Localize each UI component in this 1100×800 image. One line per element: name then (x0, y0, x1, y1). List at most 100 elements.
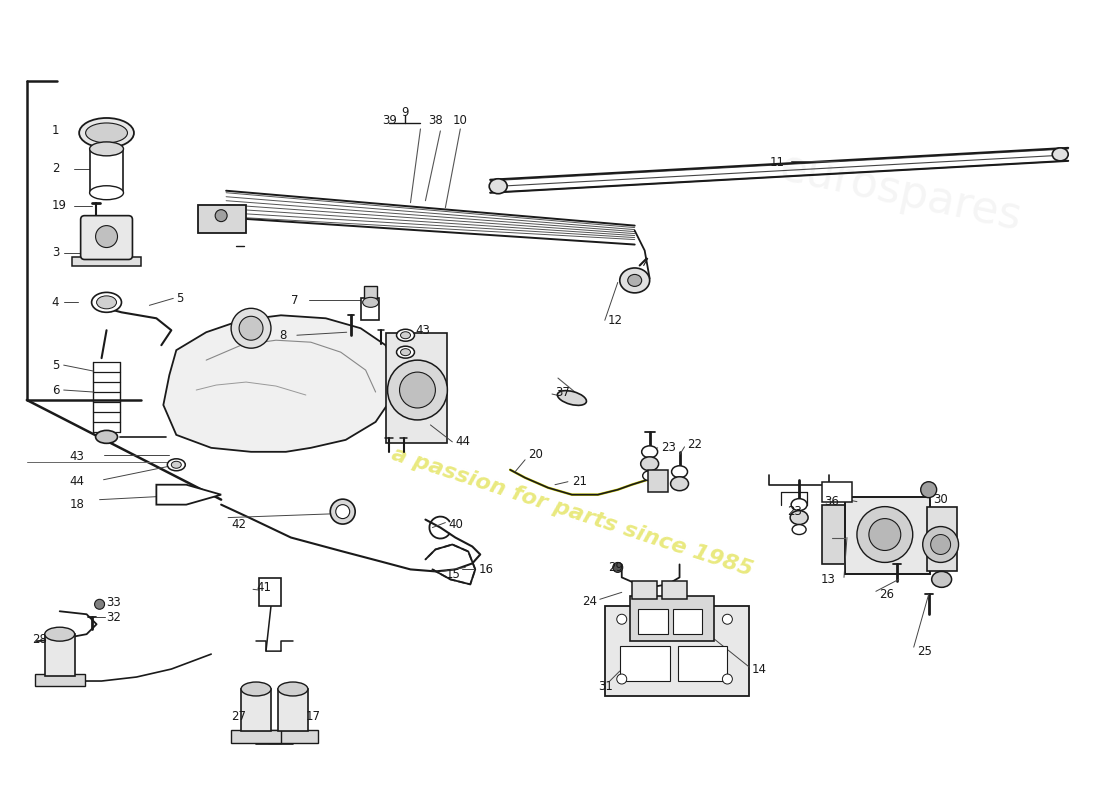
Polygon shape (163, 315, 396, 452)
Ellipse shape (640, 457, 659, 470)
Text: 23: 23 (788, 505, 802, 518)
Circle shape (869, 518, 901, 550)
Ellipse shape (1053, 148, 1068, 161)
Text: 7: 7 (290, 294, 298, 307)
Text: eurospares: eurospares (776, 146, 1026, 239)
Text: 12: 12 (608, 314, 623, 326)
Bar (629, 596, 714, 641)
Ellipse shape (167, 458, 185, 470)
Text: 44: 44 (69, 475, 85, 488)
Text: 5: 5 (52, 358, 59, 372)
Ellipse shape (400, 349, 410, 356)
Circle shape (617, 614, 627, 624)
Ellipse shape (791, 498, 807, 510)
Bar (268, 730, 318, 743)
Text: 3: 3 (52, 246, 59, 259)
Circle shape (95, 599, 104, 610)
Text: 28: 28 (32, 633, 46, 646)
Text: 14: 14 (751, 662, 767, 675)
Bar (89, 149, 123, 193)
Text: 38: 38 (428, 114, 443, 127)
Ellipse shape (330, 499, 355, 524)
Bar (661, 582, 686, 599)
Text: 5: 5 (176, 292, 184, 305)
Ellipse shape (642, 470, 657, 481)
Text: 26: 26 (879, 588, 894, 601)
Text: 4: 4 (52, 296, 59, 309)
Ellipse shape (45, 627, 75, 641)
Bar (605, 606, 749, 696)
Ellipse shape (400, 332, 410, 338)
Bar (361, 298, 378, 320)
Text: 17: 17 (306, 710, 321, 723)
Bar (638, 610, 668, 634)
Bar (258, 578, 280, 606)
Text: 31: 31 (597, 681, 613, 694)
Ellipse shape (628, 274, 641, 286)
Circle shape (96, 226, 118, 247)
Ellipse shape (79, 118, 134, 148)
Ellipse shape (558, 390, 586, 406)
Bar (845, 497, 930, 574)
Text: 15: 15 (446, 568, 460, 581)
Text: 21: 21 (572, 475, 587, 488)
Text: 27: 27 (231, 710, 246, 723)
Bar (278, 689, 308, 731)
Circle shape (399, 372, 436, 408)
Text: 22: 22 (688, 438, 703, 451)
Circle shape (923, 526, 958, 562)
Ellipse shape (396, 330, 415, 342)
Circle shape (723, 674, 733, 684)
Text: 9: 9 (400, 106, 408, 119)
Text: 8: 8 (279, 329, 286, 342)
Circle shape (231, 308, 271, 348)
Text: 32: 32 (107, 610, 121, 624)
Ellipse shape (241, 682, 271, 696)
Text: a passion for parts since 1985: a passion for parts since 1985 (388, 443, 755, 580)
Circle shape (857, 506, 913, 562)
Ellipse shape (619, 268, 650, 293)
Text: 25: 25 (916, 645, 932, 658)
Ellipse shape (490, 178, 507, 194)
FancyBboxPatch shape (80, 216, 132, 259)
Text: 2: 2 (52, 162, 59, 175)
Bar (822, 505, 847, 565)
Text: 1: 1 (52, 125, 59, 138)
Text: 42: 42 (231, 518, 246, 531)
Bar (72, 257, 142, 266)
Bar (631, 582, 657, 599)
Bar (241, 689, 271, 731)
Bar (619, 646, 670, 681)
Text: 24: 24 (582, 594, 597, 608)
Ellipse shape (89, 142, 123, 156)
Text: 44: 44 (455, 435, 471, 448)
Ellipse shape (172, 462, 182, 468)
Ellipse shape (790, 510, 808, 525)
Ellipse shape (671, 477, 689, 490)
Circle shape (723, 614, 733, 624)
Bar (198, 205, 246, 233)
Bar (822, 482, 851, 502)
Circle shape (931, 534, 950, 554)
Circle shape (387, 360, 448, 420)
Ellipse shape (932, 571, 952, 587)
Text: 43: 43 (69, 450, 85, 463)
Circle shape (613, 562, 623, 572)
Text: 37: 37 (556, 386, 570, 398)
Text: 19: 19 (52, 199, 67, 212)
Text: 20: 20 (528, 448, 543, 462)
Circle shape (921, 482, 937, 498)
Ellipse shape (363, 298, 378, 307)
Bar (648, 470, 668, 492)
Ellipse shape (278, 682, 308, 696)
Circle shape (617, 674, 627, 684)
Ellipse shape (86, 123, 128, 143)
Ellipse shape (89, 186, 123, 200)
Text: 18: 18 (69, 498, 85, 511)
Bar (672, 610, 703, 634)
Text: 6: 6 (52, 383, 59, 397)
Ellipse shape (792, 525, 806, 534)
Ellipse shape (97, 296, 117, 309)
Ellipse shape (641, 446, 658, 458)
Text: 39: 39 (383, 114, 397, 127)
